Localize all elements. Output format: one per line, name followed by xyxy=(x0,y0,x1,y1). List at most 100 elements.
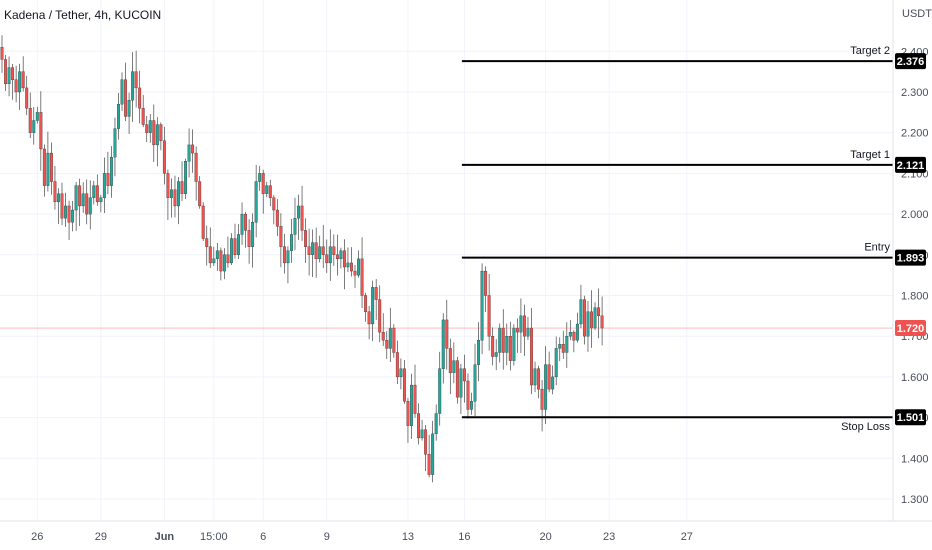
candle-body xyxy=(491,336,495,357)
y-tick-label: 2.300 xyxy=(901,87,929,99)
candle xyxy=(357,250,360,278)
candle-body xyxy=(339,250,343,260)
candle-body xyxy=(406,401,410,426)
candle xyxy=(484,266,488,312)
candle-body xyxy=(14,79,18,93)
candle xyxy=(64,192,67,227)
x-tick-label: 20 xyxy=(539,531,551,543)
candle xyxy=(473,343,477,416)
candle xyxy=(81,182,85,213)
candle-body xyxy=(399,368,403,378)
candle xyxy=(434,404,438,441)
candle-body xyxy=(318,246,322,260)
candle xyxy=(406,398,410,443)
candle-body xyxy=(222,254,226,272)
candle-body xyxy=(378,299,382,333)
candle-body xyxy=(395,352,399,378)
candle xyxy=(46,131,50,192)
candle xyxy=(568,320,572,341)
candle-body xyxy=(438,368,442,414)
candle-body xyxy=(459,368,463,398)
level-price-badge xyxy=(895,409,926,426)
candle-body xyxy=(544,364,548,410)
candle xyxy=(106,151,110,195)
candle xyxy=(244,211,248,248)
candle-body xyxy=(590,311,593,329)
candle-body xyxy=(109,156,113,186)
candle-body xyxy=(254,181,258,223)
candle xyxy=(374,279,378,321)
candle xyxy=(480,263,484,355)
candle-body xyxy=(265,185,269,194)
candle xyxy=(487,273,491,351)
candle xyxy=(332,234,336,266)
candle xyxy=(177,176,180,225)
candle xyxy=(4,55,7,91)
candle-body xyxy=(177,181,180,207)
level-price-text: 2.121 xyxy=(897,160,925,172)
candle xyxy=(39,91,43,171)
candle-body xyxy=(508,336,512,361)
candle xyxy=(452,342,456,384)
candle-body xyxy=(357,258,360,276)
candle-body xyxy=(198,181,202,207)
y-tick-label: 2.000 xyxy=(901,209,929,221)
candle xyxy=(191,129,195,173)
candle-body xyxy=(335,254,339,260)
price-axis[interactable]: 2.4002.3002.2002.1002.0001.9001.8001.700… xyxy=(901,46,929,506)
candle-body xyxy=(484,270,488,296)
candle xyxy=(512,324,516,366)
x-tick-label: 15:00 xyxy=(200,531,228,543)
candle xyxy=(261,169,265,214)
candle-body xyxy=(78,185,82,207)
candle xyxy=(162,126,166,185)
candle-body xyxy=(25,87,29,109)
candle-body xyxy=(388,327,392,349)
candle xyxy=(258,165,262,191)
candle-body xyxy=(494,352,498,357)
y-tick-label: 1.400 xyxy=(901,453,929,465)
candle-body xyxy=(28,108,32,133)
candle-body xyxy=(554,348,558,378)
candle xyxy=(71,200,75,232)
candle-body xyxy=(293,218,297,235)
candle-body xyxy=(67,205,71,223)
time-axis[interactable]: 26 29 Jun 15:00 6 9 13 16 20 23 27 xyxy=(31,531,693,543)
y-tick-label: 1.300 xyxy=(901,494,929,506)
candle-body xyxy=(212,258,216,264)
candle xyxy=(117,93,120,140)
candle-body xyxy=(53,181,57,203)
candle xyxy=(367,306,371,340)
candle xyxy=(28,92,32,138)
x-tick-label: 29 xyxy=(95,531,107,543)
candle-body xyxy=(586,311,590,337)
candle-body xyxy=(307,246,311,255)
candle-body xyxy=(505,336,509,353)
candle xyxy=(522,304,526,356)
candle xyxy=(78,178,82,226)
candle-body xyxy=(251,222,255,247)
candle-body xyxy=(173,189,177,207)
candle xyxy=(547,351,551,393)
candle-body xyxy=(321,246,325,255)
candle-body xyxy=(572,331,576,341)
candle-body xyxy=(410,384,413,426)
candle xyxy=(275,199,279,237)
candle-body xyxy=(431,433,435,475)
candle xyxy=(99,194,103,213)
candle-body xyxy=(512,327,516,361)
candle xyxy=(395,340,399,385)
candle xyxy=(233,223,237,259)
candle-body xyxy=(117,104,120,129)
trade-levels: Target 2 Target 1 Entry Stop Loss xyxy=(461,45,893,433)
candle-body xyxy=(205,238,209,247)
candle xyxy=(572,330,576,353)
candle-body xyxy=(455,360,459,398)
candle xyxy=(187,128,191,178)
candle-body xyxy=(60,193,64,219)
candle xyxy=(491,327,495,366)
level-label: Stop Loss xyxy=(841,421,890,433)
candle-body xyxy=(237,234,240,255)
candle xyxy=(268,179,272,207)
